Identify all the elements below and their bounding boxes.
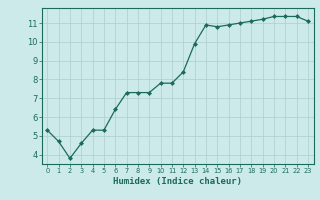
X-axis label: Humidex (Indice chaleur): Humidex (Indice chaleur) — [113, 177, 242, 186]
